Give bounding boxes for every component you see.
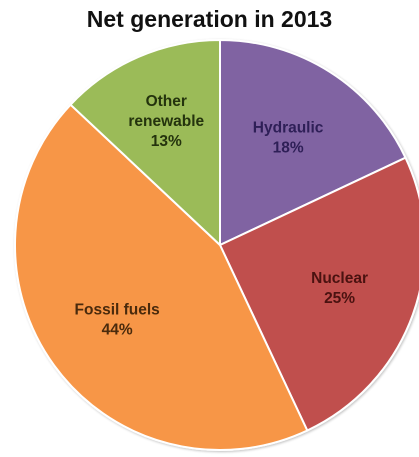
slice-name-label: Other: [146, 93, 187, 110]
slice-name-label: renewable: [128, 113, 204, 130]
slice-percent-label: 44%: [102, 322, 133, 339]
pie-slice-fossil-fuels: [14, 103, 309, 451]
pie-slice-nuclear: [218, 156, 419, 432]
pie-slice-other-renewable: [69, 38, 221, 248]
slice-labels: Hydraulic 18% Nuclear 25% Fossil fuels 44% Oth…: [75, 93, 368, 339]
slice-percent-label: 13%: [151, 133, 182, 150]
pie-slice-hydraulic: [219, 38, 407, 247]
pie-slices: [14, 38, 419, 451]
slice-percent-label: 25%: [324, 290, 355, 307]
chart-title: Net generation in 2013: [86, 6, 333, 32]
slice-name-label: Fossil fuels: [75, 302, 160, 319]
slice-name-label: Hydraulic: [253, 120, 324, 137]
slice-percent-label: 18%: [273, 140, 304, 157]
slice-name-label: Nuclear: [311, 270, 368, 287]
